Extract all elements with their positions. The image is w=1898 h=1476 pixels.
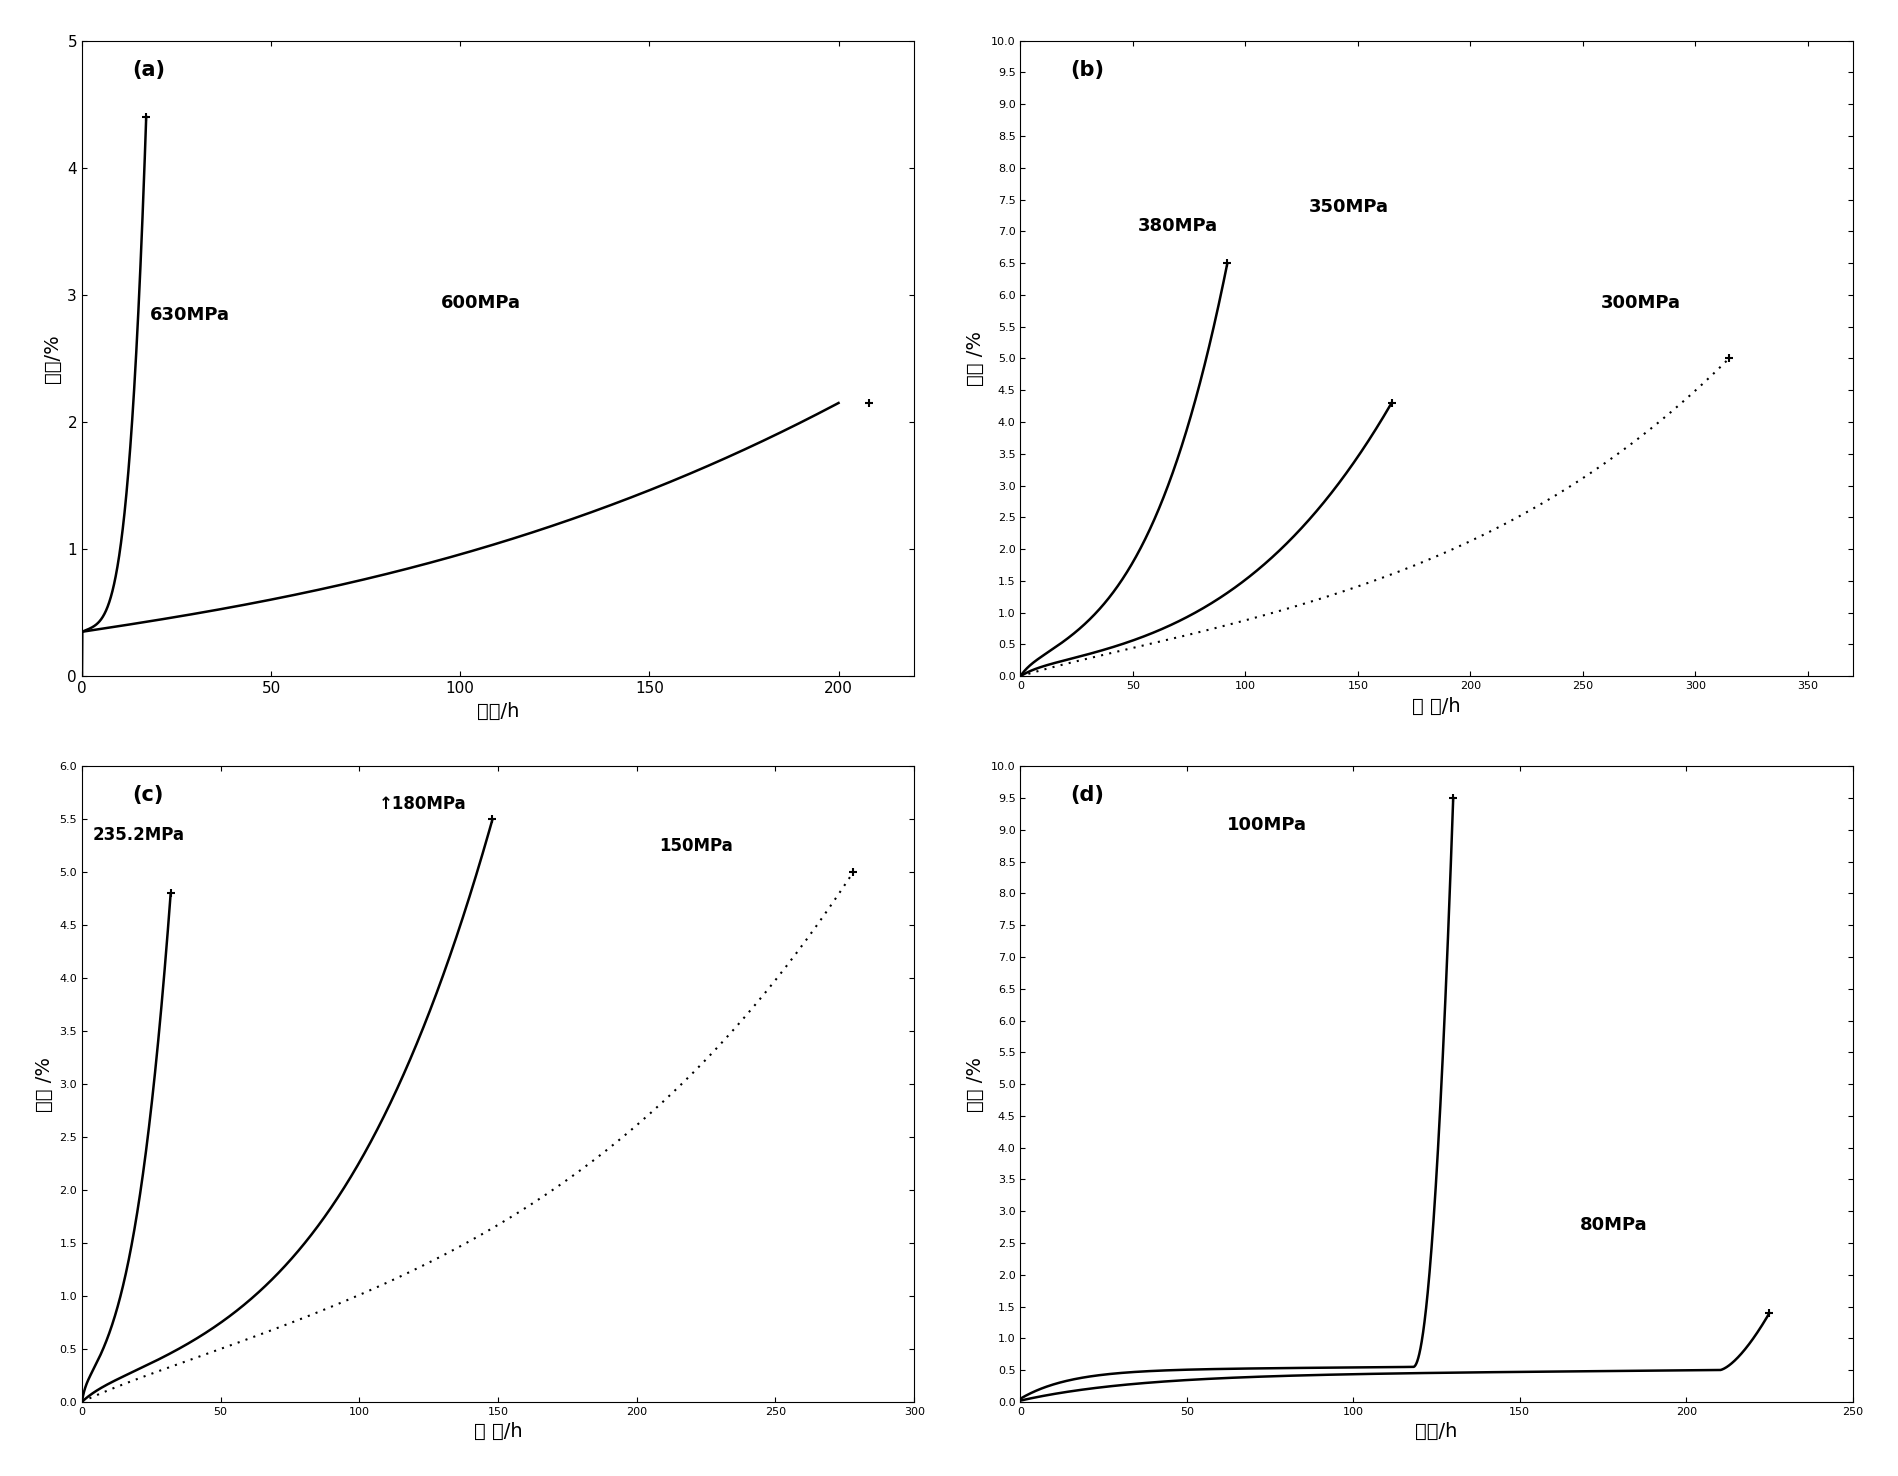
Text: 150MPa: 150MPa [659, 837, 733, 855]
Y-axis label: 应变 /%: 应变 /% [966, 331, 985, 387]
X-axis label: 时间/h: 时间/h [476, 701, 520, 720]
Text: (c): (c) [131, 785, 163, 806]
Text: 600MPa: 600MPa [442, 294, 522, 311]
Text: (a): (a) [131, 61, 165, 80]
Text: 235.2MPa: 235.2MPa [93, 827, 184, 844]
Text: 80MPa: 80MPa [1579, 1216, 1647, 1234]
Y-axis label: 应变 /%: 应变 /% [34, 1057, 53, 1111]
Y-axis label: 应变 /%: 应变 /% [966, 1057, 985, 1111]
Text: ↑180MPa: ↑180MPa [380, 794, 467, 813]
Text: 350MPa: 350MPa [1308, 198, 1387, 217]
Text: 100MPa: 100MPa [1226, 816, 1308, 834]
Text: 380MPa: 380MPa [1137, 217, 1217, 235]
X-axis label: 时 间/h: 时 间/h [474, 1423, 522, 1441]
Text: 300MPa: 300MPa [1600, 294, 1682, 311]
Text: 630MPa: 630MPa [150, 307, 230, 325]
Text: (b): (b) [1070, 61, 1105, 80]
X-axis label: 时 间/h: 时 间/h [1412, 697, 1461, 716]
Y-axis label: 应变/%: 应变/% [44, 334, 63, 382]
Text: (d): (d) [1070, 785, 1105, 806]
X-axis label: 时间/h: 时间/h [1416, 1423, 1458, 1441]
